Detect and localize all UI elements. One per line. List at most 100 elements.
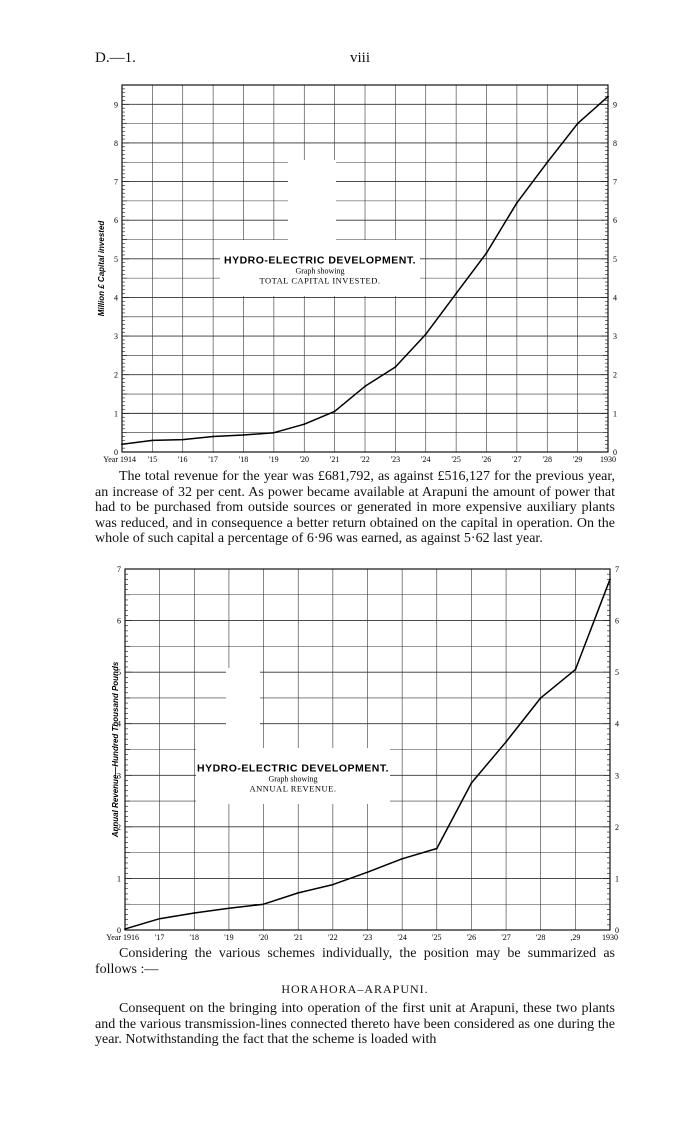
data-point [151, 439, 154, 442]
data-point [609, 578, 611, 581]
data-point [424, 333, 427, 336]
data-point [331, 883, 334, 886]
y-tick-label: 0 [117, 926, 121, 935]
data-point [394, 366, 397, 368]
section-heading: HORAHORA–ARAPUNI. [281, 982, 429, 996]
horahora-paragraph: Consequent on the bringing into operatio… [95, 1001, 615, 1048]
revenue-paragraph: The total revenue for the year was £681,… [95, 469, 615, 547]
y-tick-label: 5 [114, 255, 118, 264]
data-point [539, 697, 542, 699]
y-tick-label: 7 [117, 565, 121, 574]
x-tick-label: '26 [482, 455, 491, 464]
data-point [485, 252, 488, 254]
title-box-tab [226, 668, 260, 750]
y-tick-label: 2 [613, 371, 617, 380]
y-tick-label: 2 [114, 371, 118, 380]
x-tick-label: '22 [360, 455, 369, 464]
x-tick-label: '28 [543, 455, 552, 464]
data-point [470, 782, 473, 784]
data-point [607, 95, 609, 98]
y-axis-title: Million £ Capital invested [97, 220, 106, 317]
x-tick-label: '23 [363, 933, 372, 942]
x-tick-label: '21 [330, 455, 339, 464]
y-tick-label: 2 [615, 823, 619, 832]
title-box [220, 240, 420, 296]
x-tick-label: Year 1916 [106, 933, 139, 942]
x-tick-label: '29 [573, 455, 582, 464]
x-tick-label: '17 [155, 933, 164, 942]
y-tick-label: 1 [114, 409, 118, 418]
data-point [366, 871, 369, 874]
y-tick-label: 5 [613, 255, 617, 264]
data-point [297, 891, 300, 894]
x-tick-label: 1930 [602, 933, 618, 942]
y-tick-label: 3 [117, 771, 121, 780]
x-tick-label: '17 [208, 455, 217, 464]
chart-subtitle-2: ANNUAL REVENUE. [250, 784, 337, 794]
data-point [505, 740, 507, 743]
y-tick-label: 7 [613, 178, 617, 187]
x-tick-label: '28 [536, 933, 545, 942]
y-tick-label: 1 [613, 409, 617, 418]
x-tick-label: '20 [300, 455, 309, 464]
x-tick-label: '24 [421, 455, 430, 464]
x-tick-label: '27 [512, 455, 521, 464]
capital-invested-chart: 0 0 1 1 2 2 3 3 4 4 5 5 6 6 7 7 8 8 9 9 Year 1914 '15 '16 '17 '1… [97, 84, 617, 464]
data-point [193, 912, 196, 914]
data-point [515, 201, 518, 204]
data-point [576, 122, 579, 125]
document-code: D.—1. [95, 50, 136, 66]
data-point [455, 292, 458, 295]
y-tick-label: 3 [613, 332, 617, 341]
y-tick-label: 0 [613, 448, 617, 457]
data-point [574, 668, 577, 671]
x-tick-label: '25 [451, 455, 460, 464]
y-tick-label: 6 [114, 216, 118, 225]
data-point [333, 410, 336, 413]
y-axis-title: Annual Revenue—Hundred Thousand Pounds [111, 661, 120, 838]
y-tick-label: 7 [114, 178, 118, 187]
data-point [242, 434, 245, 436]
title-box [196, 748, 390, 804]
x-tick-label: '18 [239, 455, 248, 464]
title-box-tab [288, 160, 336, 242]
y-tick-label: 2 [117, 823, 121, 832]
y-tick-label: 8 [114, 139, 118, 148]
x-tick-label: '24 [397, 933, 406, 942]
x-tick-label: '19 [224, 933, 233, 942]
x-tick-label: '22 [328, 933, 337, 942]
y-tick-label: 0 [615, 926, 619, 935]
data-point [262, 903, 265, 906]
y-tick-label: 1 [615, 874, 619, 883]
x-tick-label: '19 [269, 455, 278, 464]
y-tick-label: 6 [117, 617, 121, 626]
y-tick-label: 4 [117, 720, 121, 729]
y-tick-label: 9 [114, 100, 118, 109]
x-tick-label: ,29 [570, 933, 580, 942]
x-tick-label: '21 [293, 933, 302, 942]
chart-subtitle-2: TOTAL CAPITAL INVESTED. [259, 276, 380, 286]
x-tick-label: '16 [178, 455, 187, 464]
y-tick-label: 3 [615, 771, 619, 780]
chart-title: HYDRO-ELECTRIC DEVELOPMENT. [224, 255, 416, 267]
data-point [121, 443, 123, 446]
y-tick-label: 6 [613, 216, 617, 225]
data-point [212, 435, 215, 438]
data-point [546, 161, 549, 164]
x-tick-label: '15 [148, 455, 157, 464]
y-tick-label: 3 [114, 332, 118, 341]
y-tick-label: 6 [615, 617, 619, 626]
data-point [435, 847, 438, 850]
y-tick-label: 9 [613, 100, 617, 109]
x-tick-label: '27 [501, 933, 510, 942]
y-tick-label: 0 [114, 448, 118, 457]
x-tick-label: '20 [259, 933, 268, 942]
chart-title: HYDRO-ELECTRIC DEVELOPMENT. [197, 763, 389, 775]
data-point [181, 438, 184, 441]
chart-subtitle: Graph showing [268, 775, 317, 784]
x-tick-label: '18 [190, 933, 199, 942]
data-point [272, 431, 275, 434]
y-tick-label: 5 [615, 668, 619, 677]
y-tick-label: 5 [117, 668, 121, 677]
schemes-paragraph: Considering the various schemes individu… [95, 946, 615, 977]
